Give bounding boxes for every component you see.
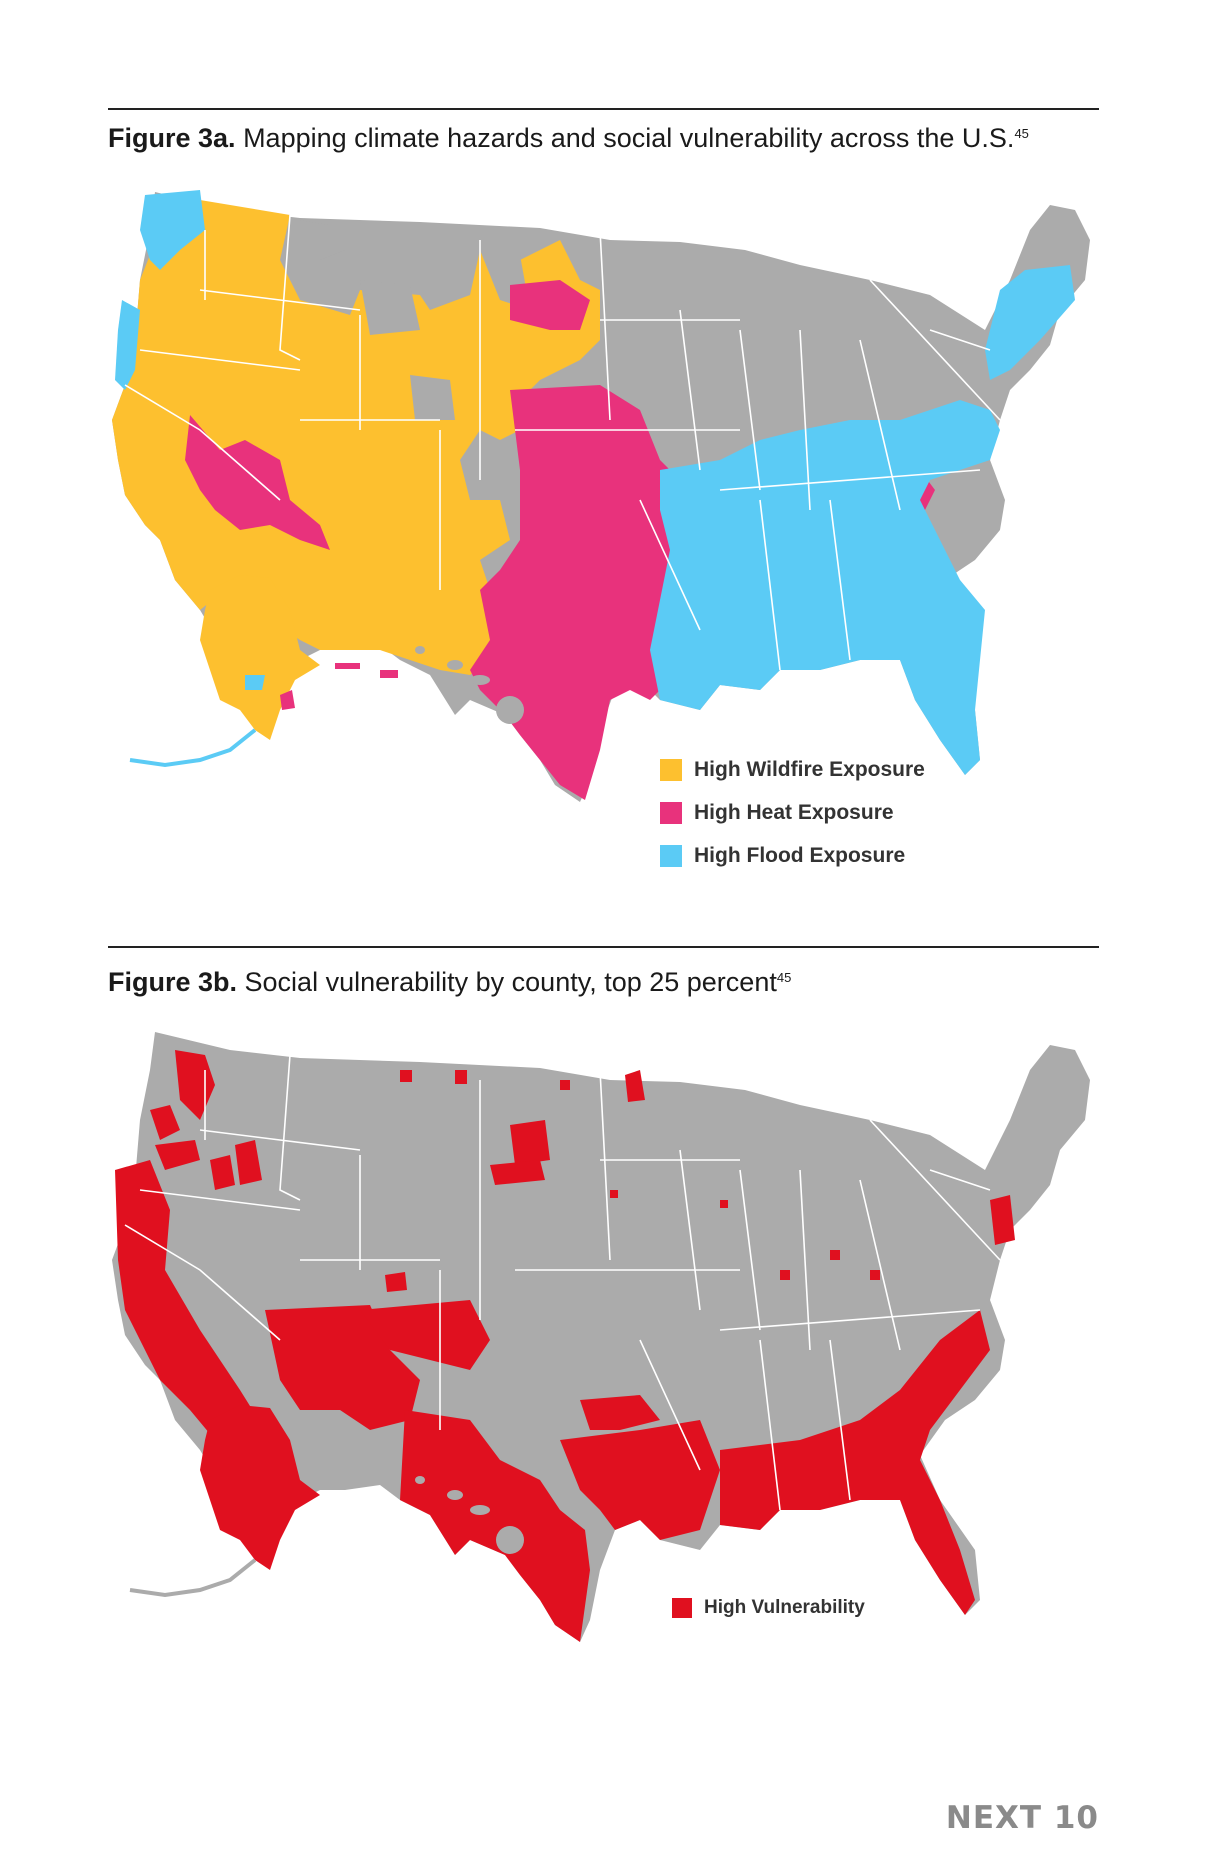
alaska — [200, 575, 320, 740]
figure-3b-caption: Figure 3b. Social vulnerability by count… — [108, 966, 791, 998]
legend-swatch-flood — [660, 844, 682, 867]
flood-region-southeast — [650, 400, 1000, 775]
heat-region-southwest — [185, 415, 330, 550]
figure-3a-ref: 45 — [1014, 126, 1029, 141]
figure-3a-label: Figure 3a. — [108, 123, 236, 153]
legend-swatch-heat — [660, 801, 682, 824]
figure-3b-title: Social vulnerability by county, top 25 p… — [244, 967, 777, 997]
hawaii — [335, 646, 524, 724]
legend-label-flood: High Flood Exposure — [694, 843, 906, 867]
alaska-b — [200, 1405, 320, 1570]
legend-swatch-high-vulnerability — [672, 1597, 692, 1618]
alaska-flood — [245, 675, 265, 690]
wildfire-region-west — [112, 200, 600, 675]
state-borders — [124, 214, 1001, 671]
legend-item-flood: High Flood Exposure — [660, 834, 925, 877]
figure-3b-top-rule — [108, 946, 1099, 948]
grey-cutout-2 — [360, 280, 420, 335]
legend-label-heat: High Heat Exposure — [694, 800, 894, 824]
legend-item-wildfire: High Wildfire Exposure — [660, 748, 925, 791]
high-vulnerability-areas — [115, 1050, 1015, 1642]
flood-region-northeast-coast — [985, 265, 1075, 380]
alaska-heat — [280, 690, 295, 710]
alaska-chain-b — [129, 1558, 257, 1598]
figure-3a-caption: Figure 3a. Mapping climate hazards and s… — [108, 122, 1029, 154]
heat-region-dakotas — [510, 280, 590, 330]
flood-region-pacific-nw — [140, 190, 205, 270]
climate-hazard-map — [112, 190, 1090, 802]
legend-item-heat: High Heat Exposure — [660, 791, 925, 834]
legend-swatch-wildfire — [660, 758, 682, 781]
figure-3a-top-rule — [108, 108, 1099, 110]
grey-cutout-4 — [410, 375, 455, 420]
footer-brand: NEXT 10 — [945, 1800, 1099, 1836]
legend-label-high-vulnerability: High Vulnerability — [704, 1596, 865, 1618]
state-borders-b — [124, 1054, 1001, 1511]
figure-3a-legend: High Wildfire Exposure High Heat Exposur… — [660, 748, 925, 877]
grey-cutout-1 — [300, 220, 345, 260]
figure-3b-ref: 45 — [776, 970, 792, 985]
alaska-chain — [129, 728, 257, 768]
legend-item-high-vulnerability: High Vulnerability — [672, 1586, 865, 1629]
flood-region-pacific-coast — [115, 300, 140, 390]
legend-label-wildfire: High Wildfire Exposure — [694, 757, 925, 781]
hawaii-b — [415, 1476, 524, 1554]
social-vulnerability-map — [112, 1032, 1090, 1642]
figure-3b-label: Figure 3b. — [108, 967, 238, 997]
figure-3a-title: Mapping climate hazards and social vulne… — [243, 123, 1015, 153]
figure-3b-legend: High Vulnerability — [672, 1586, 865, 1629]
